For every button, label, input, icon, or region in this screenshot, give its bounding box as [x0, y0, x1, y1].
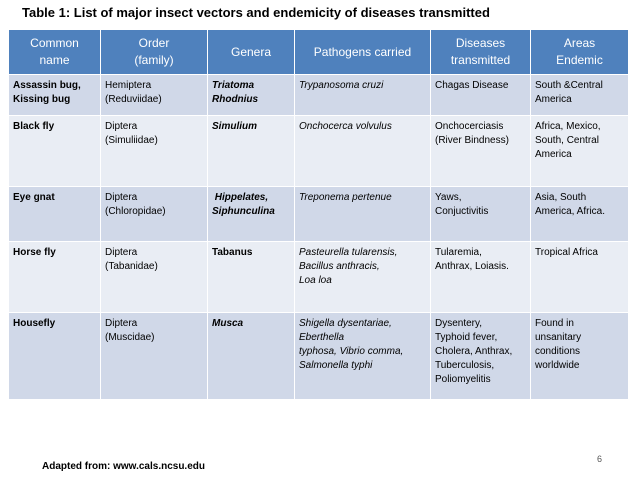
cell-genera: Tabanus — [207, 241, 295, 313]
cell-pathogens: Trypanosoma cruzi — [294, 74, 431, 116]
cell-common-name: Black fly — [8, 115, 101, 187]
cell-order: Diptera (Simuliidae) — [100, 115, 208, 187]
cell-genera: Hippelates, Siphunculina — [207, 186, 295, 242]
header-row: Common name Order (family) Genera Pathogen… — [8, 29, 629, 75]
table-row: Horse fly Diptera (Tabanidae) Tabanus Pas… — [8, 241, 629, 313]
cell-areas: Asia, South America, Africa. — [530, 186, 629, 242]
header-order: Order (family) — [100, 29, 208, 75]
cell-areas: Found in unsanitary conditions worldwide — [530, 312, 629, 400]
header-areas: Areas Endemic — [530, 29, 629, 75]
cell-common-name: Eye gnat — [8, 186, 101, 242]
cell-order: Hemiptera (Reduviidae) — [100, 74, 208, 116]
cell-diseases: Yaws, Conjuctivitis — [430, 186, 531, 242]
header-common-name: Common name — [8, 29, 101, 75]
cell-genera: Musca — [207, 312, 295, 400]
cell-genera: Triatoma Rhodnius — [207, 74, 295, 116]
cell-pathogens: Treponema pertenue — [294, 186, 431, 242]
cell-common-name: Housefly — [8, 312, 101, 400]
page-number: 6 — [596, 454, 602, 464]
cell-order: Diptera (Muscidae) — [100, 312, 208, 400]
cell-areas: South &Central America — [530, 74, 629, 116]
cell-pathogens: Shigella dysentariae, Eberthella typhosa, … — [294, 312, 431, 400]
header-diseases: Diseases transmitted — [430, 29, 531, 75]
cell-common-name: Assassin bug, Kissing bug — [8, 74, 101, 116]
cell-diseases: Onchocerciasis (River Bindness) — [430, 115, 531, 187]
header-genera: Genera — [207, 29, 295, 75]
cell-order: Diptera (Chloropidae) — [100, 186, 208, 242]
cell-diseases: Tularemia, Anthrax, Loiasis. — [430, 241, 531, 313]
cell-genera: Simulium — [207, 115, 295, 187]
cell-pathogens: Pasteurella tularensis, Bacillus anthraci… — [294, 241, 431, 313]
source-citation: Adapted from: www.cals.ncsu.edu — [42, 461, 205, 472]
cell-areas: Africa, Mexico, South, Central America — [530, 115, 629, 187]
header-pathogens: Pathogens carried — [294, 29, 431, 75]
cell-diseases: Chagas Disease — [430, 74, 531, 116]
cell-order: Diptera (Tabanidae) — [100, 241, 208, 313]
cell-areas: Tropical Africa — [530, 241, 629, 313]
vector-table: Common name Order (family) Genera Pathogen… — [8, 29, 629, 400]
table-row: Assassin bug, Kissing bug Hemiptera (Reduv… — [8, 74, 629, 116]
cell-common-name: Horse fly — [8, 241, 101, 313]
table-row: Eye gnat Diptera (Chloropidae) Hippelates… — [8, 186, 629, 242]
table-row: Black fly Diptera (Simuliidae) Simulium O… — [8, 115, 629, 187]
table-title: Table 1: List of major insect vectors an… — [22, 5, 490, 20]
table-row: Housefly Diptera (Muscidae) Musca Shigell… — [8, 312, 629, 400]
cell-pathogens: Onchocerca volvulus — [294, 115, 431, 187]
cell-diseases: Dysentery, Typhoid fever, Cholera, Anthrax… — [430, 312, 531, 400]
